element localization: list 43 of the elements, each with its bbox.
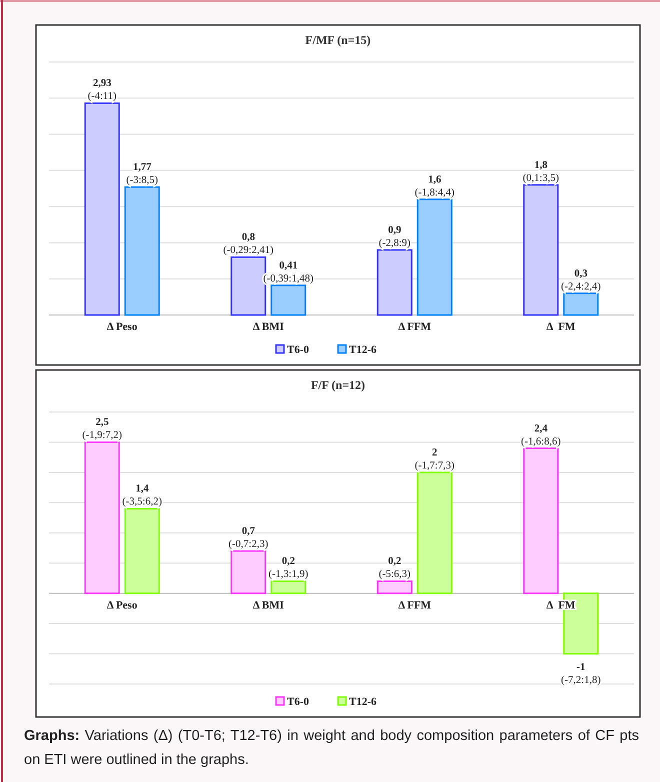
bar <box>563 292 599 316</box>
bar <box>124 186 160 316</box>
x-tick-label: Δ Peso <box>106 321 138 333</box>
bar <box>416 472 452 594</box>
bar <box>84 441 120 594</box>
chart-title: F/F (n=12) <box>310 378 366 392</box>
legend-label: T12-6 <box>349 344 377 356</box>
data-label: 0,2 (-5:6,3) <box>378 556 412 580</box>
legend-label: T6-0 <box>287 344 310 356</box>
data-label: 2 (-1,7:7,3) <box>414 447 455 472</box>
data-label: 0,7 (-0,7:2,3) <box>228 526 269 550</box>
x-tick-label: Δ FFM <box>398 321 432 333</box>
text: Graphs: Variations (Δ) (T0-T6; T12-T6) in weight and body composition parameters of CF pts on ETI were outlined in the graphs. <box>24 728 639 768</box>
bar <box>523 448 559 594</box>
legend-label: T6-0 <box>287 696 310 708</box>
chart-title: F/MF (n=15) <box>305 33 371 47</box>
data-label: 2,4 (-1,6:8,6) <box>521 423 562 448</box>
x-tick-label: Δ FM <box>546 321 576 333</box>
bar <box>124 508 160 594</box>
bar <box>523 184 559 316</box>
data-label: 1,4 (-3,5:6,2) <box>122 484 162 508</box>
bar <box>230 550 266 594</box>
data-label: 0,2 (-1,3:1,9) <box>268 556 309 580</box>
x-tick-label: Δ FFM <box>398 599 432 612</box>
legend-label: T12-6 <box>349 696 377 708</box>
data-label: 0,3 (-2,4:2,4) <box>561 268 602 292</box>
x-tick-label: Δ BMI <box>252 599 284 612</box>
bar <box>270 580 306 594</box>
bar <box>376 249 412 316</box>
x-tick-label: Δ Peso <box>106 599 138 612</box>
bar <box>270 284 306 316</box>
data-label: 1,6 (-1,8:4,4) <box>414 174 455 198</box>
data-label: 1,8 (0,1:3,5) <box>522 160 560 184</box>
data-label: 2,93 (-4:11) <box>88 78 118 102</box>
bar <box>416 198 452 316</box>
x-tick-label: Δ BMI <box>252 321 284 333</box>
bar <box>376 580 412 594</box>
data-label: 0,8 (-0,29:2,41) <box>223 232 274 256</box>
data-label: 1,77 (-3:8,5) <box>126 162 159 186</box>
data-label: -1 (-7,2:1,8) <box>561 662 602 686</box>
data-label: 2,5 (-1,9:7,2) <box>82 417 122 442</box>
data-label: 0,9 (-2,8:9) <box>378 224 412 249</box>
bar <box>84 102 120 316</box>
